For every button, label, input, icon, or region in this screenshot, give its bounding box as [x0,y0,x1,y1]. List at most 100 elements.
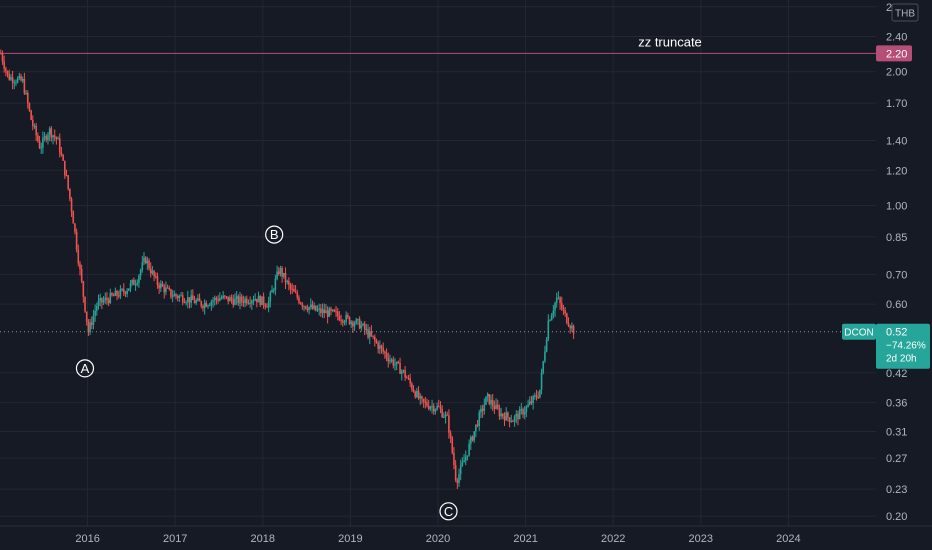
candle-body [419,396,422,399]
candle-body [32,119,34,126]
candle-body [267,301,270,308]
candle-body [375,340,378,343]
candle-body [370,331,373,336]
candle-body [559,297,561,304]
candle-body [185,302,187,304]
candle-body [412,389,415,392]
candle-body [129,282,132,289]
last-price-change: −74.26% [886,341,926,352]
candle-body [429,406,432,409]
candle-body [439,406,442,410]
candle-body [490,399,492,405]
candle-body [485,396,487,405]
candle-body [454,465,457,480]
candle-body [402,370,405,372]
candle-body [23,78,26,94]
horizontal-line-value: 2.20 [886,48,907,60]
candle-body [224,295,226,297]
candle-body [400,371,403,374]
candle-body [186,297,189,303]
price-badges: THB 2.20 DCON 0.52 −74.26% 2d 20h [842,3,930,369]
candle-body [156,276,159,285]
candle-body [6,70,9,75]
candle-body [111,293,113,296]
candle-body [212,300,214,302]
candle-body [96,305,98,311]
wave-label-circle [75,359,95,378]
candle-body [277,271,280,274]
candle-body [520,409,523,411]
horizontal-line-zz-truncate[interactable]: zz truncate [0,34,876,54]
candle-body [117,295,120,297]
candle-body [112,295,115,297]
time-axis[interactable] [0,526,932,550]
candle-body [213,297,216,301]
candle-body [405,377,408,379]
candle-body [281,268,283,277]
candle-body [259,296,262,306]
candle-body [178,295,181,298]
candle-body [562,308,565,311]
candle-body [286,281,288,283]
candle-body [389,359,391,362]
candle-body [276,271,278,279]
candle-body [254,298,256,301]
price-axis[interactable] [876,0,932,526]
candle-body [345,315,347,322]
candle-body [257,296,260,303]
candle-body [571,325,573,329]
candle-body [116,291,118,296]
candle-body [360,325,363,329]
candle-body [438,406,440,408]
candle-body [79,263,81,270]
candle-body [340,320,342,322]
candle-body [249,302,251,304]
candle-body [377,342,379,349]
candle-body [210,301,213,306]
candle-body [146,260,149,264]
candle-body [1,53,4,62]
candle-body [139,270,142,276]
candle-body [251,300,253,304]
candle-body [74,223,76,232]
candle-body [417,390,420,399]
last-price-badge [876,323,930,369]
candle-body [347,315,349,318]
candle-body [534,395,536,397]
x-axis: 2016 2017 2018 2019 2020 2021 2022 2023 2024 [75,533,800,545]
candle-body [62,155,64,161]
candle-body [200,301,203,307]
candle-body [175,294,177,297]
candle-body [373,336,376,341]
candle-body [335,311,337,313]
currency-label: THB [895,9,915,20]
candle-body [291,288,294,290]
candles [0,49,575,489]
candle-body [385,353,388,358]
candle-body [104,297,107,301]
candle-body [431,405,433,407]
wave-labels: A B C [75,225,458,521]
candle-body [372,335,374,337]
y-tick-label: 0.20 [886,511,907,523]
candle-body [208,305,211,307]
candle-body [545,339,548,352]
candle-body [171,296,174,298]
candle-body [414,391,417,397]
candle-body [240,296,243,301]
candle-body [283,272,285,277]
candle-body [446,414,449,416]
candle-body [368,331,371,338]
candle-body [491,399,494,406]
candle-body [64,160,66,176]
candle-body [470,436,472,444]
y-tick-label: 0.36 [886,398,907,410]
last-price-value: 0.52 [886,327,907,339]
x-tick-label: 2024 [776,533,800,545]
y-tick-label: 0.27 [886,453,907,465]
candle-body [148,260,150,269]
candle-body [468,443,470,456]
candle-body [333,309,336,312]
candle-body [149,268,152,274]
